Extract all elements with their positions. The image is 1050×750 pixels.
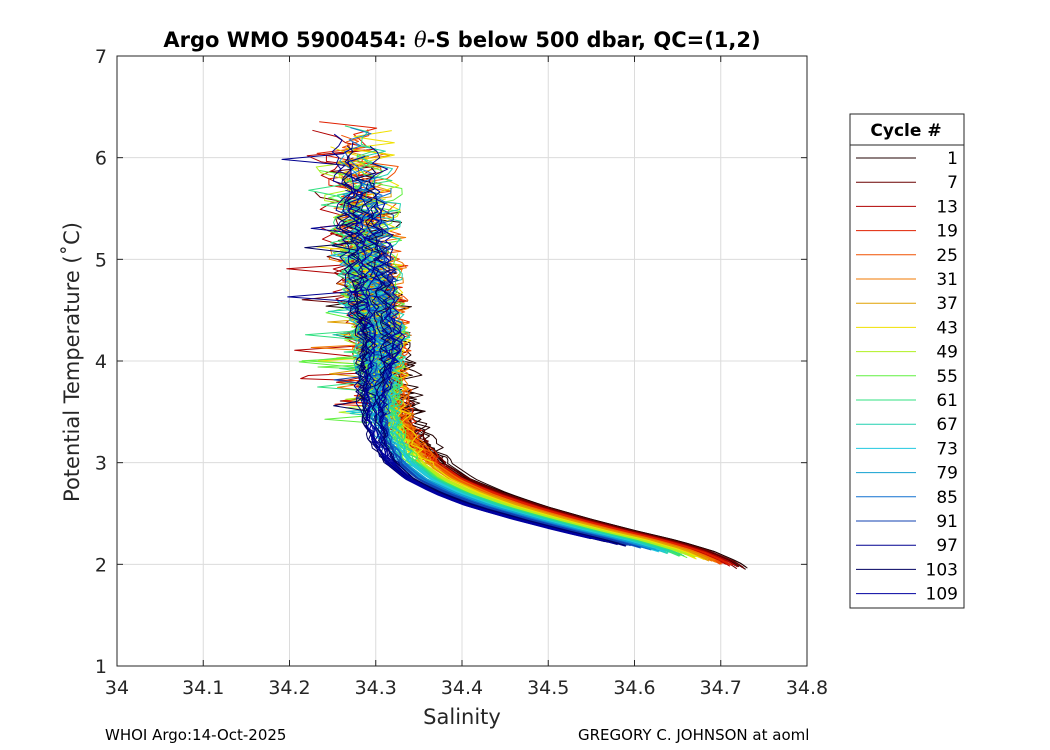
legend-label: 73: [936, 439, 958, 459]
profile-line: [345, 182, 596, 540]
legend: Cycle # 1 7 13 19 25 31 37 43 49 55 61 67 73 79 85 91 97…: [849, 113, 965, 609]
legend-label: 109: [926, 585, 958, 605]
profile-line: [387, 324, 670, 553]
x-tick-label: 34.6: [613, 677, 655, 699]
profile-lines: [281, 121, 748, 570]
y-tick-label: 1: [95, 656, 107, 678]
x-axis-ticks: 34 34.1 34.2 34.3 34.4 34.5 34.6 34.7 34.8: [105, 56, 828, 699]
footer-date: WHOI Argo:14-Oct-2025: [105, 726, 287, 744]
legend-label: 103: [926, 560, 958, 580]
x-tick-label: 34: [105, 677, 129, 699]
y-tick-label: 2: [95, 554, 107, 576]
legend-label: 79: [936, 464, 958, 484]
x-tick-label: 34.5: [527, 677, 569, 699]
legend-label: 61: [936, 391, 958, 411]
legend-label: 25: [936, 246, 958, 266]
y-tick-label: 3: [95, 453, 107, 475]
legend-box: [849, 113, 965, 609]
legend-label: 31: [936, 270, 958, 290]
x-tick-label: 34.3: [355, 677, 397, 699]
legend-title: Cycle #: [870, 121, 941, 141]
profile-line: [376, 201, 591, 540]
profile-line: [345, 189, 607, 542]
x-tick-label: 34.8: [786, 677, 828, 699]
legend-label: 55: [936, 367, 958, 387]
y-tick-label: 5: [95, 249, 107, 271]
y-axis-label: Potential Temperature (˚C): [60, 222, 84, 502]
profile-line: [360, 207, 716, 561]
profile-line: [281, 142, 620, 544]
legend-label: 19: [936, 222, 958, 242]
legend-label: 49: [936, 343, 958, 363]
y-axis-ticks: 1 2 3 4 5 6 7: [95, 46, 807, 678]
footer-author: GREGORY C. JOHNSON at aoml: [578, 726, 810, 744]
y-tick-label: 6: [95, 148, 107, 170]
legend-label: 13: [936, 197, 958, 217]
chart-title: Argo WMO 5900454: θ-S below 500 dbar, QC…: [163, 28, 760, 52]
legend-entries: 1 7 13 19 25 31 37 43 49 55 61 67 73 79 85 91 97 103 109: [856, 149, 958, 605]
legend-label: 37: [936, 294, 958, 314]
legend-label: 97: [936, 536, 958, 556]
legend-label: 85: [936, 488, 958, 508]
legend-label: 1: [947, 149, 958, 169]
x-tick-label: 34.2: [268, 677, 310, 699]
legend-label: 91: [936, 512, 958, 532]
legend-label: 7: [947, 173, 958, 193]
profile-line: [374, 240, 619, 545]
x-axis-label: Salinity: [423, 705, 501, 729]
legend-label: 43: [936, 318, 958, 338]
y-tick-label: 4: [95, 351, 107, 373]
x-tick-label: 34.4: [441, 677, 483, 699]
legend-label: 67: [936, 415, 958, 435]
x-tick-label: 34.1: [182, 677, 224, 699]
x-tick-label: 34.7: [700, 677, 742, 699]
y-tick-label: 7: [95, 46, 107, 68]
